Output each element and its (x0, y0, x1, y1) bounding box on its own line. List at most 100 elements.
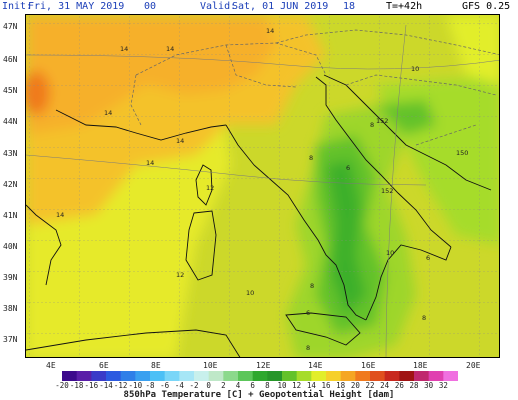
colorbar-swatch (370, 371, 386, 381)
coastlines (26, 74, 492, 357)
colorbar-swatch (267, 371, 283, 381)
colorbar-swatch (223, 371, 239, 381)
longitude-label: 6E (99, 361, 109, 370)
contour-label: 6 (426, 254, 430, 262)
colorbar-tick: -6 (160, 381, 170, 390)
colorbar-tick: -16 (84, 381, 99, 390)
colorbar-swatch (443, 371, 458, 381)
contour-labels: 14 14 14 14 14 14 12 14 12 10 10 8 8 10 6 8 8 8 6 6 152 150 15… (56, 27, 468, 352)
longitude-label: 4E (46, 361, 56, 370)
longitude-label: 8E (151, 361, 161, 370)
contour-label: 152 (376, 117, 388, 125)
colorbar-tick: 12 (292, 381, 302, 390)
latitude-label: 41N (3, 211, 18, 220)
colorbar-swatch (194, 371, 210, 381)
colorbar-swatch (150, 371, 166, 381)
contour-label: 14 (146, 159, 154, 167)
colorbar-tick: 14 (306, 381, 316, 390)
contour-label: 14 (56, 211, 64, 219)
latitude-label: 37N (3, 335, 18, 344)
colorbar-tick: 26 (394, 381, 404, 390)
latitude-label: 44N (3, 117, 18, 126)
colorbar-swatch (384, 371, 400, 381)
contour-label: 12 (176, 271, 184, 279)
colorbar-swatch (326, 371, 342, 381)
colorbar-swatch (282, 371, 298, 381)
contour-label: 152 (381, 187, 393, 195)
colorbar-swatch (296, 371, 312, 381)
colorbar-tick: 4 (235, 381, 241, 390)
latitude-label: 45N (3, 86, 18, 95)
colorbar (62, 371, 458, 381)
model-name: GFS 0.25 (462, 1, 511, 12)
grid-lines (26, 15, 499, 357)
colorbar-swatch (238, 371, 254, 381)
colorbar-tick: 22 (365, 381, 375, 390)
colorbar-tick: 18 (336, 381, 346, 390)
colorbar-swatch (208, 371, 224, 381)
colorbar-swatch (414, 371, 430, 381)
colorbar-tick: -8 (145, 381, 155, 390)
contour-label: 10 (386, 249, 394, 257)
contour-label: 10 (246, 289, 254, 297)
colorbar-swatch (252, 371, 268, 381)
contour-label: 14 (104, 109, 112, 117)
map-canvas: 14 14 14 14 14 14 12 14 12 10 10 8 8 10 6 8 8 8 6 6 152 150 15… (26, 15, 499, 357)
colorbar-tick: -18 (69, 381, 84, 390)
longitude-label: 16E (361, 361, 376, 370)
colorbar-tick: 20 (350, 381, 360, 390)
contour-label: 8 (370, 121, 374, 129)
colorbar-tick: -2 (189, 381, 199, 390)
longitude-label: 10E (203, 361, 218, 370)
colorbar-swatch (179, 371, 195, 381)
latitude-label: 46N (3, 55, 18, 64)
colorbar-swatch (135, 371, 151, 381)
latitude-label: 42N (3, 180, 18, 189)
longitude-label: 20E (466, 361, 481, 370)
colorbar-swatch (311, 371, 327, 381)
colorbar-tick: -20 (55, 381, 69, 390)
colorbar-tick: 0 (206, 381, 211, 390)
contour-label: 6 (306, 309, 310, 317)
map-header: Init: Fri, 31 MAY 2019 00 Valid: Sat, 01… (0, 0, 518, 14)
isolines (26, 24, 499, 357)
colorbar-swatch (62, 371, 78, 381)
contour-label: 12 (206, 184, 214, 192)
contour-label: 150 (456, 149, 468, 157)
contour-label: 6 (346, 164, 350, 172)
colorbar-tick: -14 (99, 381, 113, 390)
colorbar-tick: 8 (265, 381, 270, 390)
colorbar-tick: -10 (128, 381, 143, 390)
contour-label: 14 (120, 45, 128, 53)
colorbar-tick: 24 (380, 381, 390, 390)
colorbar-tick: 16 (321, 381, 331, 390)
colorbar-swatch (428, 371, 444, 381)
latitude-label: 43N (3, 149, 18, 158)
contour-label: 14 (166, 45, 174, 53)
colorbar-tick: 10 (277, 381, 287, 390)
latitude-label: 47N (3, 22, 18, 31)
borders (130, 29, 499, 146)
colorbar-tick: 6 (250, 381, 255, 390)
latitude-label: 40N (3, 242, 18, 251)
colorbar-tick: 30 (424, 381, 434, 390)
colorbar-swatch (91, 371, 107, 381)
contour-label: 8 (309, 154, 313, 162)
colorbar-tick: 28 (409, 381, 419, 390)
colorbar-title: 850hPa Temperature [C] + Geopotential He… (123, 390, 395, 400)
colorbar-swatch (340, 371, 356, 381)
contour-label: 8 (310, 282, 314, 290)
init-date: Fri, 31 MAY 2019 (28, 1, 125, 12)
contour-label: 14 (266, 27, 274, 35)
valid-date: Sat, 01 JUN 2019 (232, 1, 329, 12)
colorbar-swatch (355, 371, 371, 381)
lead-time: T=+42h (386, 1, 423, 12)
colorbar-swatch (106, 371, 122, 381)
contour-label: 8 (306, 344, 310, 352)
colorbar-swatch (76, 371, 92, 381)
valid-label: Valid: (200, 1, 237, 12)
longitude-label: 12E (256, 361, 271, 370)
latitude-label: 38N (3, 304, 18, 313)
colorbar-tick: -12 (113, 381, 128, 390)
colorbar-tick: -4 (174, 381, 184, 390)
